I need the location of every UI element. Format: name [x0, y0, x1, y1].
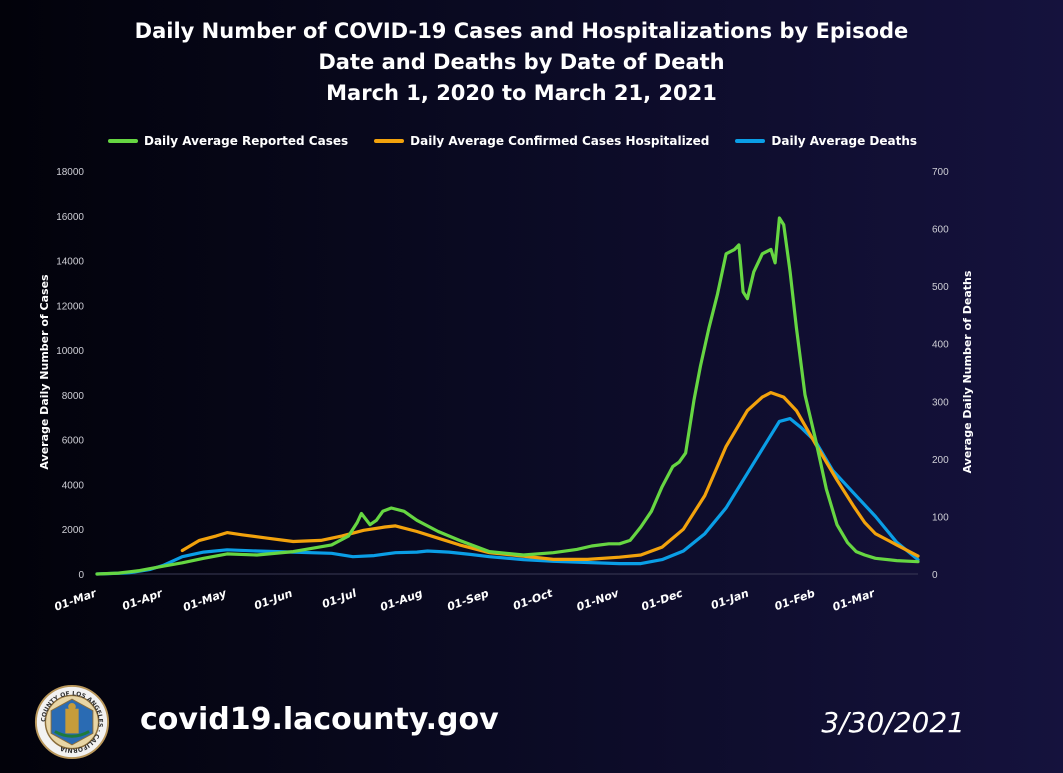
x-tick-label: 01-Feb [773, 587, 817, 614]
legend-label-deaths: Daily Average Deaths [771, 134, 918, 148]
chart-title-line-1: Daily Number of COVID-19 Cases and Hospi… [134, 19, 909, 43]
chart-title-line-2: Date and Deaths by Date of Death [318, 50, 725, 74]
la-county-seal-icon: COUNTY OF LOS ANGELES · CALIFORNIA [34, 684, 110, 760]
left-tick-label: 12000 [56, 301, 84, 312]
right-tick-label: 400 [932, 340, 949, 351]
x-tick-label: 01-Jun [253, 587, 295, 613]
legend-swatch-deaths [735, 139, 766, 143]
x-tick-label: 01-Mar [53, 586, 99, 613]
legend-label-hospitalized: Daily Average Confirmed Cases Hospitaliz… [410, 134, 710, 148]
left-tick-label: 14000 [56, 257, 84, 268]
left-tick-label: 18000 [56, 167, 84, 178]
right-axis-label: Average Daily Number of Deaths [961, 270, 974, 473]
legend-item-hospitalized: Daily Average Confirmed Cases Hospitaliz… [374, 134, 709, 148]
footer-date: 3/30/2021 [821, 706, 965, 739]
right-tick-label: 300 [932, 397, 949, 408]
series-line-deaths [95, 417, 920, 576]
left-axis-label: Average Daily Number of Cases [38, 274, 51, 470]
x-tick-label: 01-Aug [378, 587, 424, 614]
left-tick-label: 10000 [56, 346, 84, 357]
left-axis-ticks: 0 2000 4000 6000 8000 10000 12000 14000 16000 180… [56, 167, 84, 581]
x-tick-label: 01-Nov [575, 586, 621, 613]
right-tick-label: 100 [932, 512, 949, 523]
legend-swatch-cases [108, 139, 138, 143]
series-lines [95, 216, 920, 576]
series-line-cases [95, 216, 920, 576]
left-tick-label: 2000 [62, 525, 85, 536]
chart-area: 0200040006000800010000120001400016000180… [38, 167, 974, 614]
legend-label-cases: Daily Average Reported Cases [144, 134, 349, 148]
x-tick-label: 01-Mar [831, 586, 877, 613]
right-tick-label: 0 [932, 570, 938, 581]
chart-legend: Daily Average Reported Cases Daily Avera… [108, 131, 928, 151]
x-tick-label: 01-Sep [445, 587, 490, 614]
footer-website[interactable]: covid19.lacounty.gov [140, 702, 499, 737]
left-tick-label: 4000 [62, 480, 85, 491]
chart-title-line-3: March 1, 2020 to March 21, 2021 [326, 81, 717, 105]
left-tick-label: 6000 [62, 436, 85, 447]
right-tick-label: 700 [932, 167, 949, 178]
x-axis-ticks: 01-Mar 01-Apr 01-May 01-Jun 01-Jul 01-Aug 01-S… [53, 586, 877, 614]
left-tick-label: 0 [78, 570, 84, 581]
right-axis-ticks: 0 100 200 300 400 500 600 700 [932, 167, 949, 581]
right-tick-label: 200 [932, 455, 949, 466]
left-tick-label: 8000 [62, 391, 85, 402]
series-line-hospitalized [180, 391, 920, 561]
legend-swatch-hospitalized [374, 139, 405, 143]
chart-title: Daily Number of COVID-19 Cases and Hospi… [0, 16, 1043, 109]
x-tick-label: 01-Jul [320, 587, 358, 611]
legend-item-cases: Daily Average Reported Cases [108, 134, 348, 148]
x-tick-label: 01-Apr [121, 586, 165, 613]
legend-item-deaths: Daily Average Deaths [735, 134, 917, 148]
right-tick-label: 600 [932, 225, 949, 236]
right-tick-label: 500 [932, 282, 949, 293]
x-tick-label: 01-Dec [640, 586, 685, 613]
x-tick-label: 01-Jan [709, 587, 750, 613]
x-tick-label: 01-Oct [511, 586, 555, 612]
left-tick-label: 16000 [56, 212, 84, 223]
x-tick-label: 01-May [181, 586, 229, 614]
